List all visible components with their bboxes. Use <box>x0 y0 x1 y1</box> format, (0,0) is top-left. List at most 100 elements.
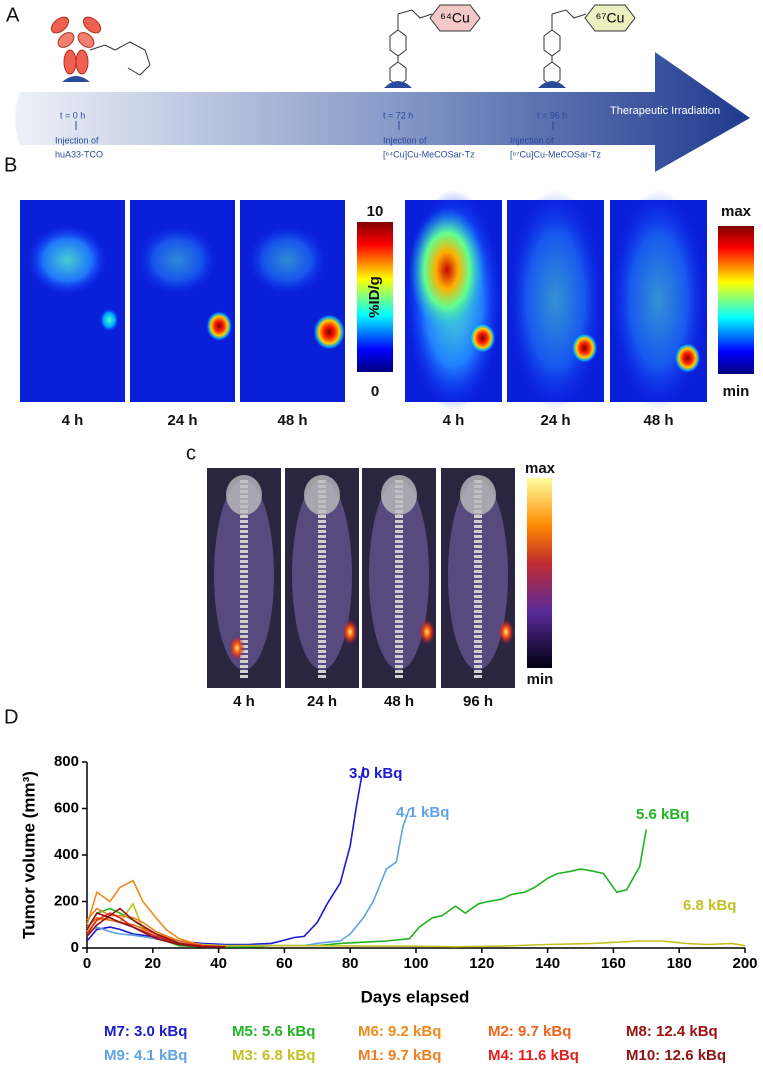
ct-image <box>285 468 359 688</box>
isotope-hexagon <box>429 4 481 32</box>
tumor <box>206 311 233 341</box>
legend-entry: M1: 9.7 kBq <box>358 1047 441 1064</box>
time-label: 24 h <box>540 412 570 429</box>
legend-entry: M10: 12.6 kBq <box>626 1047 726 1064</box>
skull <box>304 475 340 515</box>
y-axis-label: Tumor volume (mm³) <box>19 771 38 939</box>
time-label: 48 h <box>277 412 307 429</box>
x-tick-label: 100 <box>403 955 428 972</box>
x-tick-label: 60 <box>276 955 293 972</box>
x-tick-label: 160 <box>601 955 626 972</box>
scale-max: max <box>721 203 752 220</box>
legend-entry: M2: 9.7 kBq <box>488 1023 571 1040</box>
uptake <box>507 190 604 410</box>
pet-image <box>130 200 235 402</box>
annotation: 5.6 kBq <box>636 806 689 823</box>
pet-image <box>240 200 346 402</box>
isotope-hexagon <box>584 4 636 32</box>
y-tick-label: 400 <box>54 846 79 863</box>
y-tick-label: 800 <box>54 753 79 770</box>
uptake <box>409 208 485 332</box>
isotope-label: ⁶⁷Cu <box>596 10 625 26</box>
y-tick-label: 200 <box>54 892 79 909</box>
event-line: Injection of <box>383 135 427 145</box>
scale-min: 0 <box>371 383 379 400</box>
isotope-label: ⁶⁴Cu <box>440 10 470 26</box>
x-tick-label: 80 <box>342 955 359 972</box>
scale-min: min <box>723 383 750 400</box>
skull <box>460 475 496 515</box>
tumor <box>342 619 358 645</box>
legend-entry: M8: 12.4 kBq <box>626 1023 718 1040</box>
annotation: 4.1 kBq <box>396 804 449 821</box>
legend-entry: M6: 9.2 kBq <box>358 1023 441 1040</box>
series-line <box>86 829 648 948</box>
panel-label: D <box>4 706 18 728</box>
x-tick-label: 140 <box>535 955 560 972</box>
x-tick-label: 20 <box>144 955 161 972</box>
tumor <box>229 635 245 661</box>
tumor <box>571 333 598 363</box>
colorbar <box>527 478 552 668</box>
time-label: 4 h <box>62 412 84 429</box>
legend-entry: M7: 3.0 kBq <box>104 1023 187 1040</box>
event-line: Injection of <box>55 135 99 145</box>
ct-image <box>441 468 515 688</box>
panel-label: A <box>6 4 20 26</box>
x-tick-label: 200 <box>732 955 757 972</box>
colorbar <box>718 226 754 374</box>
y-tick-label: 0 <box>71 939 79 956</box>
y-tick-label: 600 <box>54 799 79 816</box>
pet-image <box>610 190 707 410</box>
x-axis-label: Days elapsed <box>361 987 470 1006</box>
skull <box>226 475 262 515</box>
time-label: 48 h <box>384 693 414 710</box>
uptake <box>137 225 218 295</box>
event-time: t = 72 h <box>383 110 413 120</box>
legend-entry: M4: 11.6 kBq <box>488 1047 579 1064</box>
scale-unit: %ID/g <box>366 276 383 318</box>
event-line: [⁶⁴Cu]Cu-MeCOSar-Tz <box>383 149 475 159</box>
legend-entry: M9: 4.1 kBq <box>104 1047 187 1064</box>
series-line <box>86 902 746 948</box>
time-label: 96 h <box>463 693 493 710</box>
uptake <box>27 225 108 295</box>
tumor <box>313 314 346 350</box>
series-line <box>86 766 365 946</box>
scale-max: max <box>525 460 556 477</box>
x-tick-label: 0 <box>83 955 91 972</box>
timeline-arrow <box>15 52 750 172</box>
time-label: 4 h <box>233 693 255 710</box>
x-tick-label: 120 <box>469 955 494 972</box>
ct-image <box>362 468 436 688</box>
timeline-end-label: Therapeutic Irradiation <box>610 105 720 117</box>
event-time: t = 96 h <box>537 110 567 120</box>
event-line: [⁶⁷Cu]Cu-MeCOSar-Tz <box>510 149 601 159</box>
time-label: 48 h <box>643 412 673 429</box>
ct-image <box>207 468 281 688</box>
tetrazine-icon <box>384 9 587 88</box>
pet-image <box>405 190 502 410</box>
x-tick-label: 180 <box>667 955 692 972</box>
panel-label: B <box>4 154 17 176</box>
time-label: 24 h <box>167 412 197 429</box>
tumor <box>498 619 514 645</box>
skull <box>381 475 417 515</box>
legend-entry: M3: 6.8 kBq <box>232 1047 315 1064</box>
event-line: huA33-TCO <box>55 149 103 159</box>
time-label: 4 h <box>443 412 465 429</box>
annotation: 6.8 kBq <box>683 897 736 914</box>
panel-label: c <box>186 442 196 464</box>
event-time: t = 0 h <box>60 110 85 120</box>
colorbar <box>357 222 393 372</box>
tumor <box>99 308 120 332</box>
tumor <box>469 323 496 353</box>
antibody-icon <box>50 16 151 82</box>
pet-image <box>20 200 125 402</box>
series-line <box>86 912 226 948</box>
pet-image <box>507 190 604 410</box>
tumor <box>419 619 435 645</box>
time-label: 24 h <box>307 693 337 710</box>
tumor <box>674 343 701 373</box>
